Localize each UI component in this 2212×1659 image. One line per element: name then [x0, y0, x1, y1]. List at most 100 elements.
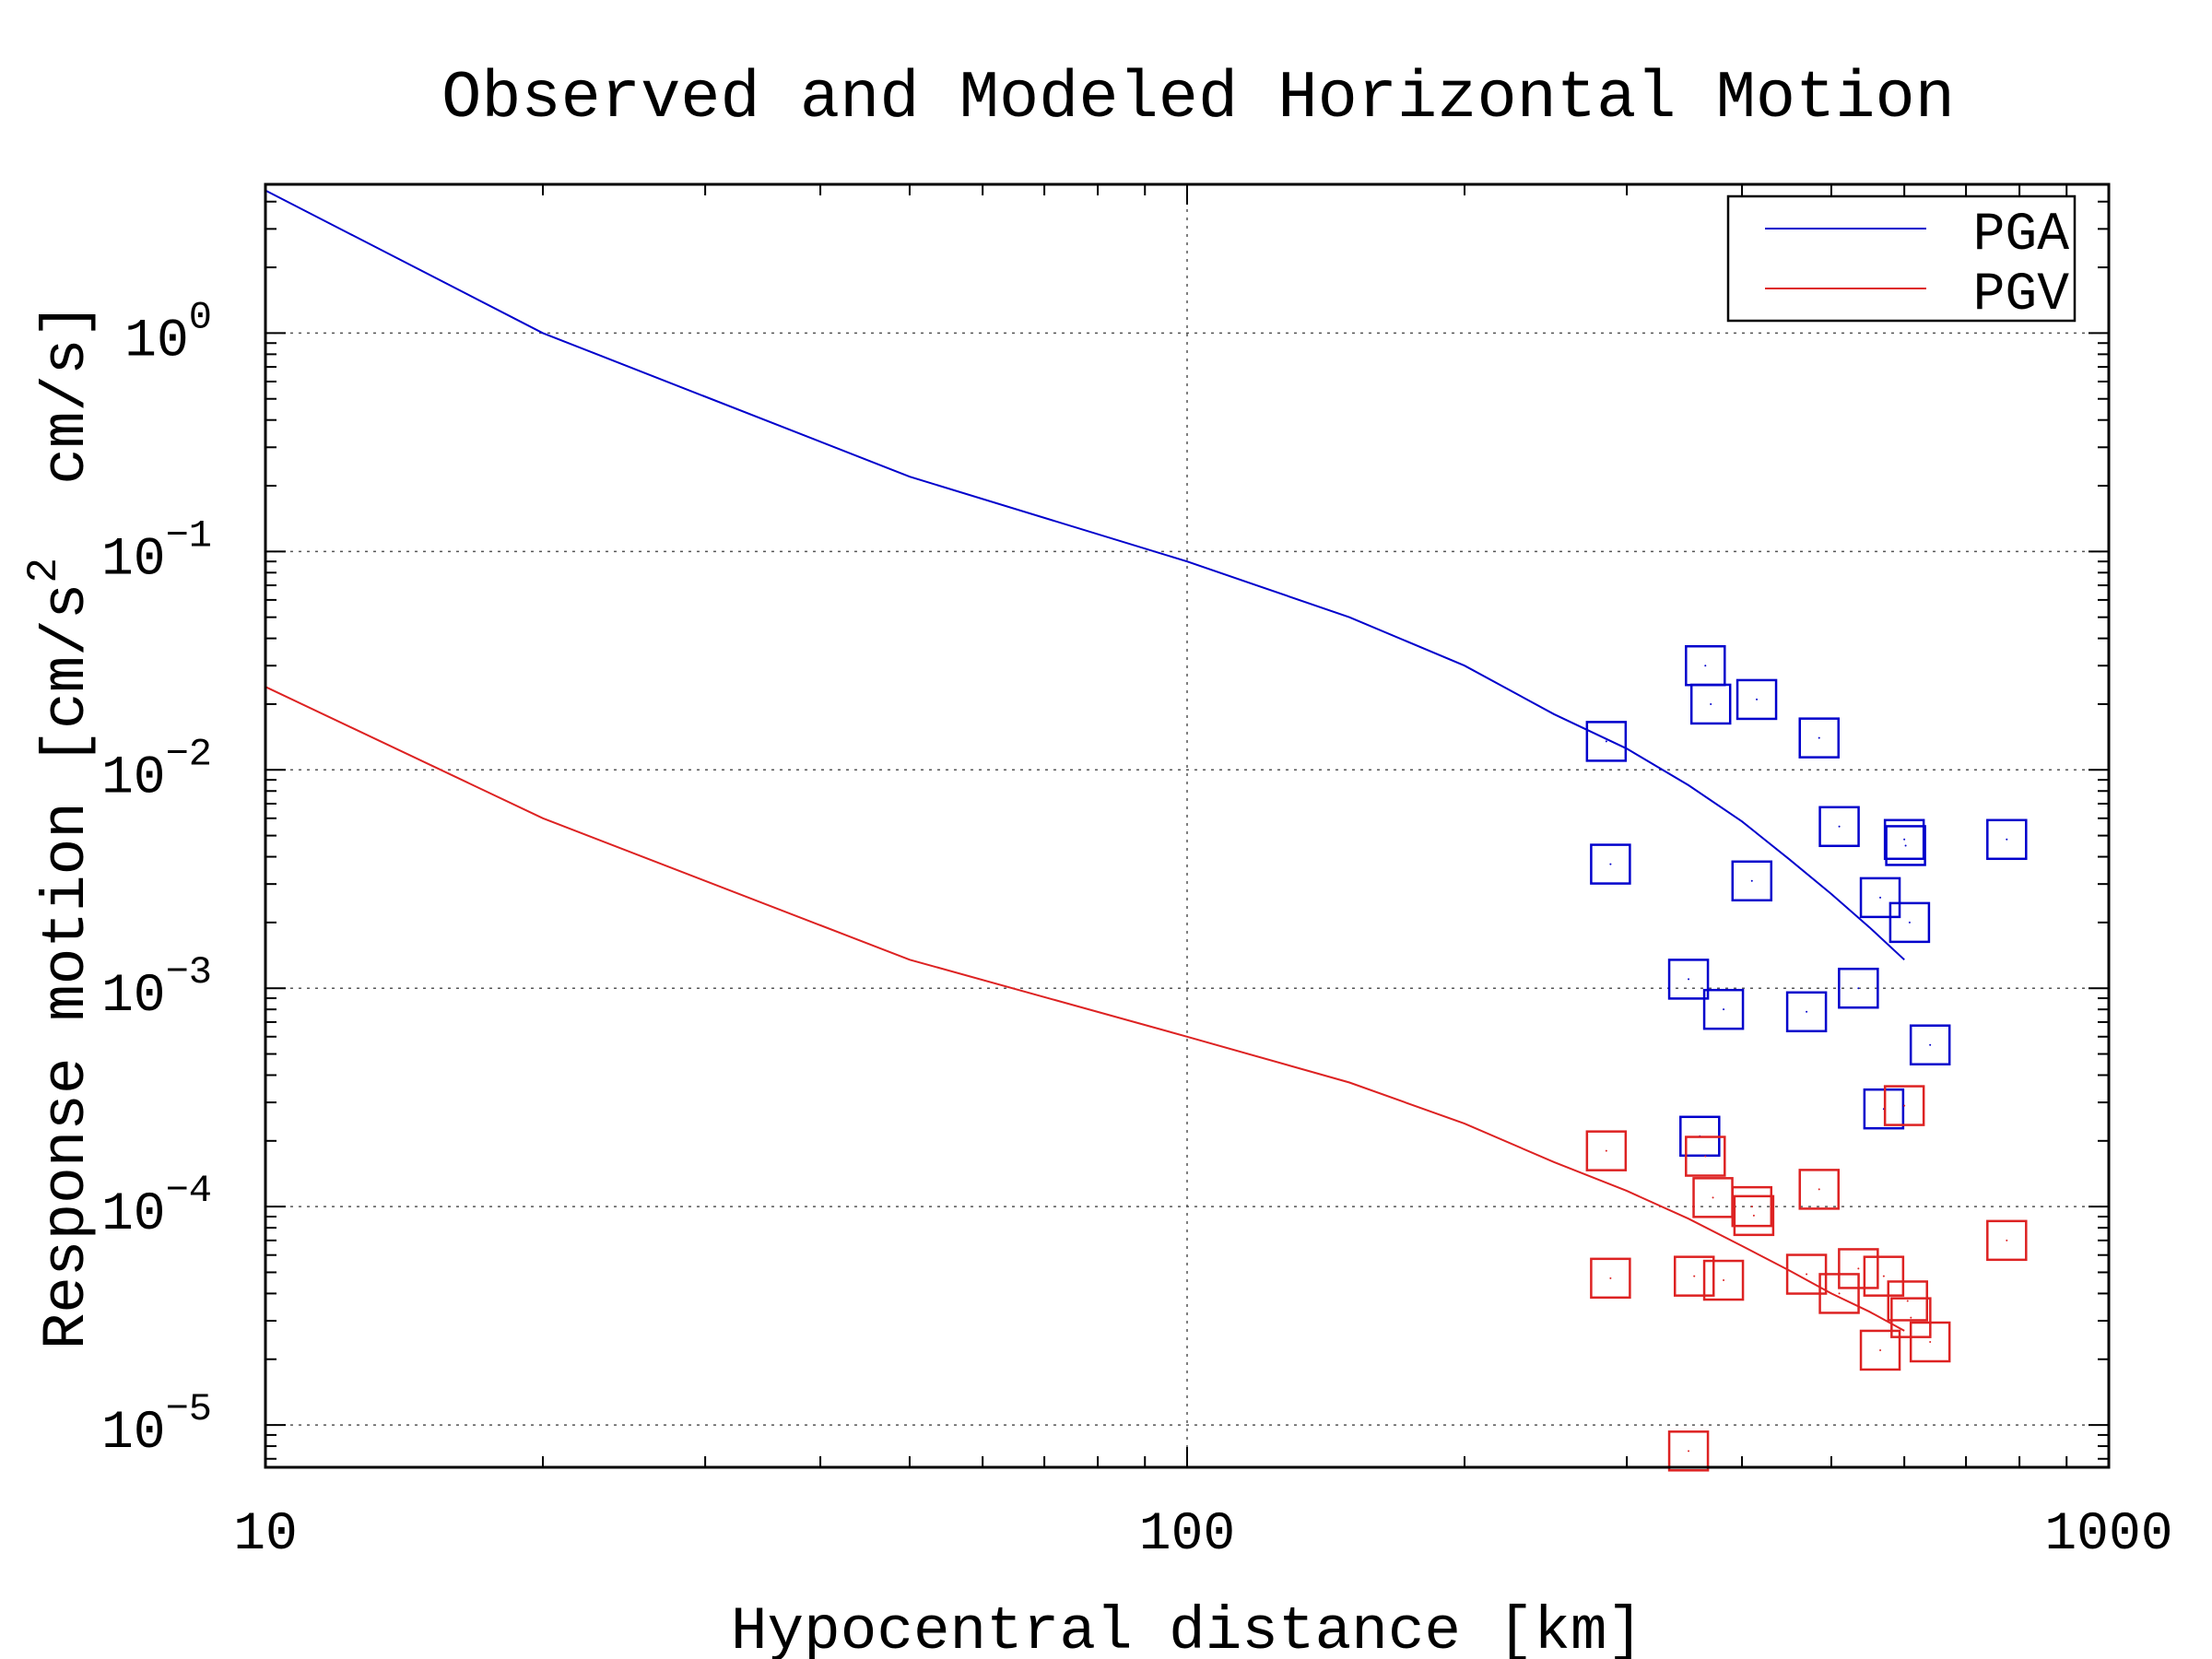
observed-point-pgv [1798, 1169, 1840, 1210]
series-line-pgv [265, 686, 1905, 1332]
observed-point-center-pgv [1903, 1104, 1906, 1107]
plot-frame [264, 182, 2111, 1469]
observed-point-center-pga [1908, 921, 1911, 924]
observed-point-center-pgv [1723, 1279, 1725, 1282]
observed-point-pgv [1673, 1255, 1715, 1297]
observed-point-pga [1785, 991, 1828, 1033]
observed-point-pga [1909, 1024, 1951, 1065]
x-tick-labels: 10 100 1000 [233, 1505, 2172, 1565]
y-axis-label-main: Response motion [cm/s [32, 583, 101, 1350]
observed-point-pga [1859, 877, 1901, 919]
observed-point-center-pga [1688, 978, 1690, 981]
observed-point-center-pga [1904, 844, 1907, 847]
observed-point-pga [1986, 818, 2028, 861]
y-tick-label-exponent: −3 [166, 950, 212, 994]
observed-point-center-pgv [1838, 1292, 1841, 1295]
legend-box [1726, 194, 2077, 323]
chart-title: Observed and Modeled Horizontal Motion [441, 61, 1955, 136]
grid [265, 184, 2109, 1467]
x-tick-label: 100 [1139, 1505, 1235, 1565]
y-axis-label: Response motion [cm/s2 cm/s] [20, 302, 101, 1350]
y-tick-label: 10−4 [101, 1169, 212, 1245]
observed-point-pgv [1731, 1185, 1773, 1228]
observed-point-pga [1735, 678, 1778, 721]
y-tick-label-exponent: −4 [166, 1169, 212, 1213]
observed-point-center-pga [1903, 838, 1906, 841]
legend-label-pgv: PGV [1973, 265, 2070, 325]
observed-point-center-pga [1609, 863, 1612, 865]
observed-point-center-pgv [1882, 1275, 1885, 1277]
observed-point-center-pgv [1752, 1214, 1755, 1217]
observed-point-center-pga [2006, 838, 2008, 841]
y-tick-label: 10−1 [101, 513, 212, 590]
x-tick-label: 10 [233, 1505, 298, 1565]
observed-point-pga [1689, 683, 1732, 725]
observed-point-center-pgv [1879, 1348, 1882, 1351]
legend-label-pga: PGA [1973, 206, 2070, 265]
y-axis-label-tail: cm/s] [32, 302, 101, 558]
observed-point-center-pgv [1712, 1196, 1714, 1199]
observed-point-pgv [1883, 1085, 1925, 1126]
observed-point-pga [1818, 806, 1860, 848]
observed-point-center-pga [1857, 987, 1860, 990]
observed-point-pgv [1859, 1329, 1901, 1371]
observed-point-center-pga [1879, 896, 1882, 899]
y-tick-label-exponent: −1 [166, 513, 212, 558]
observed-point-center-pga [1723, 1008, 1725, 1011]
y-tick-label: 10−5 [101, 1387, 212, 1464]
observed-point-center-pgv [1806, 1273, 1808, 1276]
observed-point-pgv [1702, 1259, 1745, 1301]
observed-point-pgv [1887, 1280, 1929, 1322]
observed-point-center-pga [1704, 665, 1707, 667]
y-tick-label-exponent: −5 [166, 1387, 212, 1431]
observed-point-pgv [1838, 1248, 1879, 1289]
y-tick-label-base: 10 [101, 967, 166, 1027]
y-tick-label: 100 [124, 295, 212, 371]
y-tick-label: 10−2 [101, 732, 212, 808]
observed-point-center-pga [1929, 1043, 1932, 1046]
observed-point-pga [1731, 860, 1773, 902]
observed-point-pgv [1863, 1255, 1905, 1297]
y-tick-label-exponent: 0 [189, 295, 212, 339]
observed-point-pga [1885, 825, 1926, 866]
observed-point-pgv [1986, 1219, 2028, 1262]
observed-point-center-pga [1838, 825, 1841, 828]
observed-point-pga [1702, 988, 1745, 1030]
observed-point-center-pgv [2006, 1239, 2008, 1241]
observed-point-center-pgv [1605, 1149, 1607, 1152]
observed-point-pga [1838, 967, 1879, 1009]
observed-point-center-pgv [1693, 1275, 1696, 1277]
observed-point-center-pga [1750, 879, 1753, 882]
y-tick-label-base: 10 [101, 748, 166, 808]
observed-point-pgv [1685, 1135, 1726, 1177]
x-axis-label: Hypocentral distance [km] [731, 1597, 1643, 1659]
observed-point-pga [1863, 1088, 1905, 1130]
observed-point-center-pgv [1906, 1300, 1909, 1302]
observed-point-pgv [1909, 1321, 1951, 1363]
observed-point-center-pgv [1704, 1155, 1707, 1158]
observed-point-center-pgv [1910, 1316, 1912, 1319]
observed-point-center-pga [1756, 698, 1759, 700]
y-tick-label-exponent: −2 [166, 732, 212, 776]
y-tick-label: 10−3 [101, 950, 212, 1027]
observed-point-pgv [1667, 1430, 1710, 1472]
series-line-pga [265, 189, 1905, 961]
observed-point-center-pga [1605, 740, 1607, 743]
legend: PGA PGV [1726, 194, 2077, 325]
observed-point-pga [1585, 721, 1628, 762]
y-tick-label-base: 10 [101, 1185, 166, 1245]
plot-area [265, 189, 2028, 1472]
observed-point-center-pgv [1688, 1450, 1690, 1453]
observed-point-pgv [1590, 1257, 1631, 1300]
observed-point-center-pgv [1929, 1340, 1932, 1343]
observed-point-center-pgv [1857, 1267, 1860, 1270]
observed-point-pga [1883, 818, 1925, 861]
observed-point-pga [1798, 717, 1840, 759]
observed-point-pga [1888, 901, 1931, 944]
observed-point-pgv [1585, 1130, 1628, 1171]
observed-point-center-pga [1818, 736, 1820, 739]
y-axis-label-superscript: 2 [20, 558, 68, 583]
observed-point-pgv [1733, 1194, 1775, 1237]
